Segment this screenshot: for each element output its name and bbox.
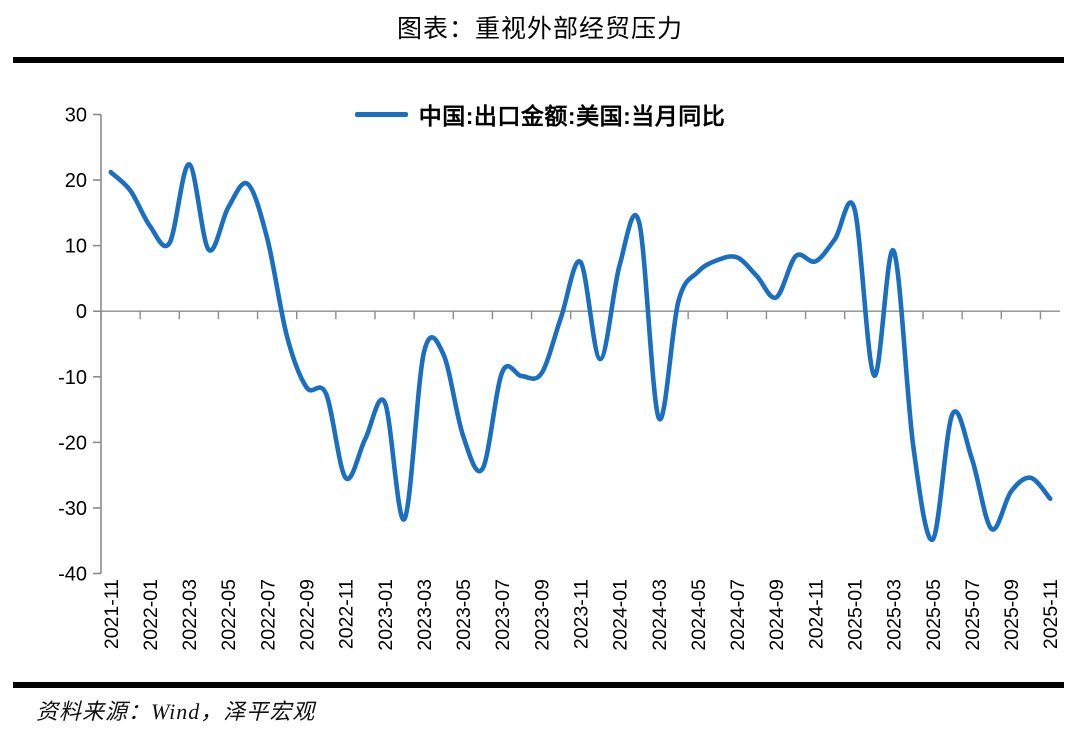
x-axis-label: 2025-01: [845, 579, 867, 651]
x-axis-label: 2025-09: [1001, 579, 1023, 651]
x-axis-label: 2022-07: [257, 579, 279, 651]
legend-line-swatch: [354, 111, 408, 117]
x-axis-label: 2022-05: [218, 579, 240, 651]
y-axis-label: -40: [58, 564, 87, 586]
bottom-divider: [13, 682, 1064, 688]
x-axis-label: 2025-03: [884, 579, 906, 651]
x-axis-label: 2025-11: [1040, 579, 1062, 649]
x-axis-label: 2023-11: [571, 579, 593, 649]
x-axis-label: 2025-05: [923, 579, 945, 651]
x-axis-label: 2022-09: [297, 579, 319, 651]
legend-series-label: 中国:出口金额:美国:当月同比: [418, 103, 726, 129]
x-axis-label: 2024-01: [610, 579, 632, 651]
y-axis-label: 0: [76, 301, 87, 323]
y-axis-label: -30: [58, 498, 87, 520]
y-axis-label: -10: [58, 367, 87, 389]
legend: 中国:出口金额:美国:当月同比: [0, 97, 1080, 131]
source-note: 资料来源：Wind，泽平宏观: [36, 699, 316, 724]
x-axis-label: 2023-01: [375, 579, 397, 651]
x-axis-label: 2024-03: [649, 579, 671, 651]
top-divider: [13, 57, 1064, 63]
x-axis-label: 2023-05: [453, 579, 475, 651]
series-line: [108, 161, 1053, 542]
x-axis-label: 2022-03: [179, 579, 201, 651]
y-axis-label: 30: [65, 105, 87, 127]
chart-title: 图表：重视外部经贸压力: [396, 16, 683, 43]
x-axis-label: 2025-07: [962, 579, 984, 651]
x-axis-label: 2023-09: [531, 579, 553, 651]
x-axis-label: 2023-03: [414, 579, 436, 651]
y-axis-label: 20: [65, 170, 87, 192]
x-axis-label: 2023-07: [492, 579, 514, 651]
x-axis-label: 2024-07: [727, 579, 749, 651]
x-axis-label: 2024-11: [805, 579, 827, 649]
x-axis-label: 2024-05: [688, 579, 710, 651]
x-axis-label: 2022-01: [140, 579, 162, 651]
y-axis-label: -20: [58, 432, 87, 454]
y-axis-label: 10: [65, 236, 87, 258]
x-axis-label: 2021-11: [101, 579, 123, 649]
x-axis-label: 2024-09: [766, 579, 788, 651]
x-axis-label: 2022-11: [336, 579, 358, 649]
